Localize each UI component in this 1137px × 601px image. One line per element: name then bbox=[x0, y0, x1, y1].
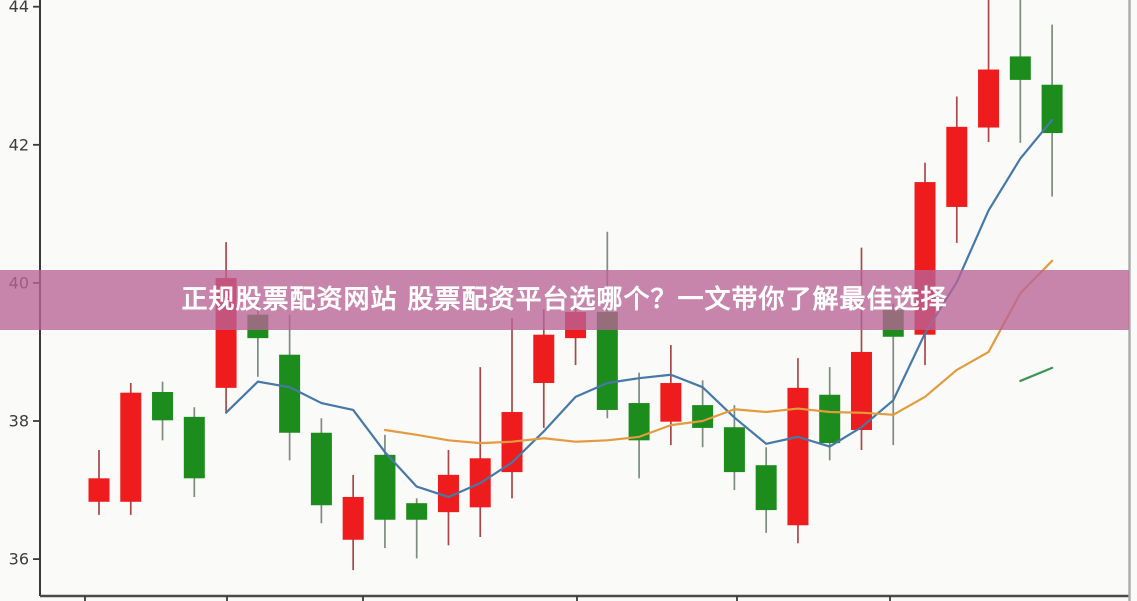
banner-title: 正规股票配资网站 股票配资平台选哪个？一文带你了解最佳选择 bbox=[181, 285, 948, 315]
candle-body bbox=[342, 496, 364, 540]
candle-body bbox=[692, 405, 714, 428]
candle-body bbox=[374, 454, 396, 520]
candle-body bbox=[946, 126, 968, 207]
y-axis-label: 36 bbox=[9, 550, 29, 569]
ma-long-orange-line bbox=[383, 259, 1054, 445]
candle-body bbox=[628, 403, 650, 441]
candle-body bbox=[406, 503, 428, 520]
y-axis-label: 42 bbox=[9, 135, 29, 154]
candle-body bbox=[310, 432, 332, 506]
candle-body bbox=[437, 474, 459, 513]
ma-short-blue-line bbox=[224, 118, 1054, 499]
y-axis-label: 44 bbox=[9, 0, 29, 16]
candle-body bbox=[88, 478, 110, 502]
candle-body bbox=[660, 383, 682, 422]
candle-body bbox=[787, 387, 809, 526]
candle-body bbox=[819, 394, 841, 444]
candle-body bbox=[120, 392, 142, 502]
ma-green-line bbox=[1019, 366, 1054, 383]
candle-body bbox=[723, 427, 745, 473]
candle-body bbox=[1041, 84, 1063, 134]
candle-body bbox=[183, 416, 205, 479]
candle-body bbox=[1009, 56, 1031, 80]
candle-body bbox=[978, 69, 1000, 128]
y-axis-label: 38 bbox=[9, 412, 29, 431]
candle-body bbox=[850, 351, 872, 430]
candle-body bbox=[755, 465, 777, 511]
candle-body bbox=[152, 391, 174, 421]
candle-body bbox=[279, 354, 301, 433]
candle-body bbox=[533, 334, 555, 384]
title-banner: 正规股票配资网站 股票配资平台选哪个？一文带你了解最佳选择 bbox=[0, 270, 1129, 330]
